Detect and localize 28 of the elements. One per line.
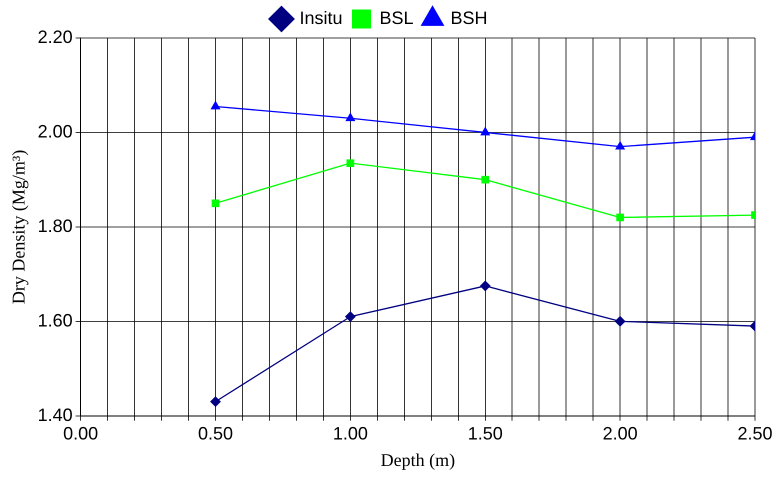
y-tick-label: 2.20 (38, 26, 73, 47)
x-tick-label: 0.00 (63, 424, 98, 444)
point (616, 214, 624, 222)
point (346, 159, 354, 167)
x-tick-label: 1.50 (468, 424, 503, 444)
x-axis-title: Depth (m) (380, 450, 456, 470)
point (346, 113, 355, 122)
point (614, 316, 626, 326)
y-tick-label: 1.40 (38, 404, 73, 425)
y-tick-label: 2.00 (38, 121, 73, 142)
y-tick-label: 1.60 (38, 310, 73, 330)
point (210, 396, 221, 407)
point (480, 127, 490, 136)
y-tick-label: 1.80 (38, 216, 73, 236)
point (212, 199, 220, 208)
point (616, 141, 625, 150)
legend-label: BSH (450, 8, 488, 28)
point (481, 176, 490, 184)
legend-label: BSL (379, 8, 414, 28)
x-tick-label: 2.50 (737, 424, 773, 444)
y-axis-title: Dry Density (Mg/m³) (8, 150, 29, 304)
x-tick-label: 1.00 (332, 424, 368, 444)
point (345, 311, 356, 322)
x-tick-label: 0.50 (198, 424, 234, 444)
point (210, 101, 220, 110)
legend-label: Insitu (299, 8, 343, 28)
point (480, 280, 490, 292)
x-tick-label: 2.00 (602, 424, 638, 444)
